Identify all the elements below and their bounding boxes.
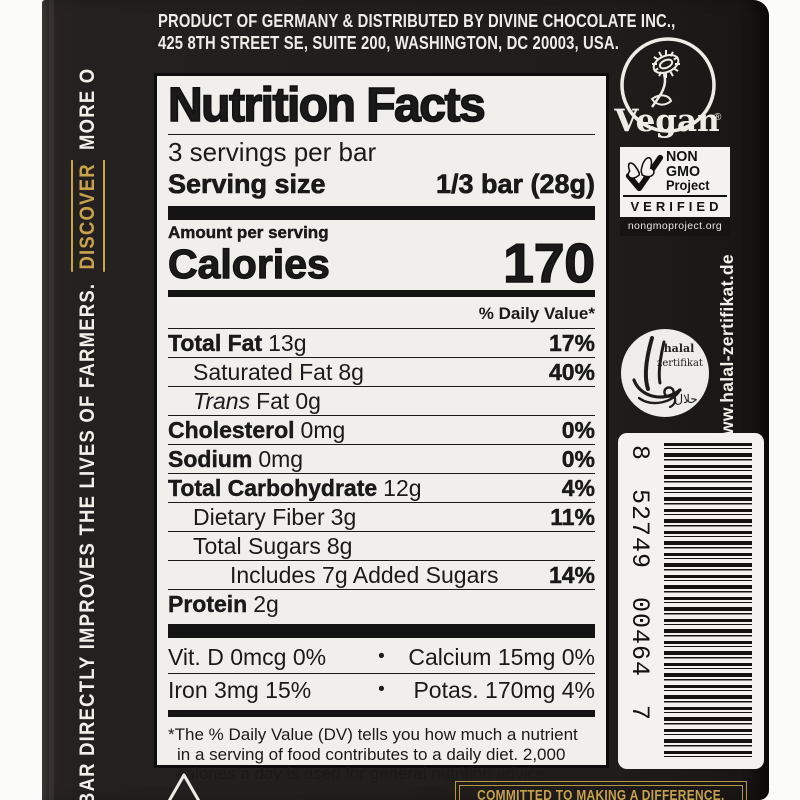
zertifikat-word: zertifikat <box>657 358 703 369</box>
divider-thick <box>168 624 595 638</box>
chocolate-package-back: BAR DIRECTLY IMPROVES THE LIVES OF FARME… <box>42 0 769 800</box>
calories-label: Calories <box>167 241 330 287</box>
micronutrient-row-1: Vit. D 0mcg 0% • Calcium 15mg 0% <box>168 644 595 670</box>
nutrient-row-protein: Protein 2g <box>168 589 595 618</box>
barcode-number: 8 52749 00464 7 <box>625 445 654 722</box>
calories-value: 170 <box>502 232 595 294</box>
nutrient-row-cholesterol: Cholesterol 0mg 0% <box>168 415 595 443</box>
vegan-label: Vegan <box>613 103 719 139</box>
nutrient-row-trans-fat: Trans Fat 0g <box>168 386 595 415</box>
halal-website-url: www.halal-zertifikat.de <box>717 254 737 449</box>
barcode-bars <box>664 443 752 759</box>
committed-text: COMMITTED TO MAKING A DIFFERENCE. <box>477 788 725 800</box>
nutrition-facts-label: Nutrition Facts 3 servings per bar Servi… <box>154 73 609 783</box>
serving-size-label: Serving size <box>168 169 326 200</box>
serving-size-value: 1/3 bar (28g) <box>435 169 596 200</box>
nutrient-row-total-fat: Total Fat 13g 17% <box>168 328 595 356</box>
nutrient-row-sodium: Sodium 0mg 0% <box>168 444 595 472</box>
amount-per-serving-label: Amount per serving <box>168 223 329 242</box>
nongmo-url: nongmoproject.org <box>620 217 730 236</box>
calories-row: Calories 170 <box>167 232 595 294</box>
side-tagline: BAR DIRECTLY IMPROVES THE LIVES OF FARME… <box>71 0 105 800</box>
butterfly-checkmark-icon <box>625 154 664 191</box>
nutrient-row-dietary-fiber: Dietary Fiber 3g 11% <box>168 502 595 531</box>
divider-medium <box>168 710 595 717</box>
daily-value-header: % Daily Value* <box>478 304 595 323</box>
bullet-separator: • <box>378 679 385 700</box>
side-tagline-text: BAR DIRECTLY IMPROVES THE LIVES OF FARME… <box>76 282 99 800</box>
bullet-separator: • <box>378 646 385 667</box>
registered-mark: ® <box>714 112 722 123</box>
upc-barcode: 8 52749 00464 7 <box>618 433 764 769</box>
vegan-society-icon: Vegan ® <box>613 37 722 139</box>
side-tagline-more: MORE O <box>76 67 99 150</box>
nongmo-line1: NON <box>666 148 698 165</box>
committed-banner: COMMITTED TO MAKING A DIFFERENCE. <box>455 781 747 800</box>
serving-size-row: Serving size 1/3 bar (28g) <box>168 168 596 200</box>
divider-thick <box>168 206 595 220</box>
servings-per-bar: 3 servings per bar <box>168 137 377 167</box>
recycling-triangle-icon <box>167 773 201 800</box>
nongmo-line3: Project <box>666 178 710 193</box>
halal-arabic-text: حلال <box>674 392 697 406</box>
nutrient-row-total-sugars: Total Sugars 8g <box>168 531 595 560</box>
side-tagline-discover: DISCOVER <box>71 160 105 273</box>
halal-word: halal <box>664 342 695 355</box>
address-line-1: PRODUCT OF GERMANY & DISTRIBUTED BY DIVI… <box>158 10 676 31</box>
non-gmo-verified-seal: NON GMO Project VERIFIED nongmoproject.o… <box>620 147 730 236</box>
nutrient-row-added-sugars: Includes 7g Added Sugars 14% <box>168 560 595 589</box>
nutrition-facts-title: Nutrition Facts <box>167 80 595 135</box>
halal-zertifikat-icon: halal zertifikat حلال <box>621 329 709 417</box>
nutrient-row-saturated-fat: Saturated Fat 8g 40% <box>168 357 595 386</box>
nutrient-row-total-carbohydrate: Total Carbohydrate 12g 4% <box>168 473 595 501</box>
micronutrient-row-2: Iron 3mg 15% • Potas. 170mg 4% <box>168 673 595 706</box>
nongmo-line2: GMO <box>666 162 701 180</box>
address-line-2: 425 8TH STREET SE, SUITE 200, WASHINGTON… <box>158 32 620 53</box>
distributor-address: PRODUCT OF GERMANY & DISTRIBUTED BY DIVI… <box>158 10 675 54</box>
nongmo-verified-text: VERIFIED <box>623 195 727 217</box>
divider-medium <box>168 290 595 297</box>
daily-value-footnote: *The % Daily Value (DV) tells you how mu… <box>168 725 578 783</box>
